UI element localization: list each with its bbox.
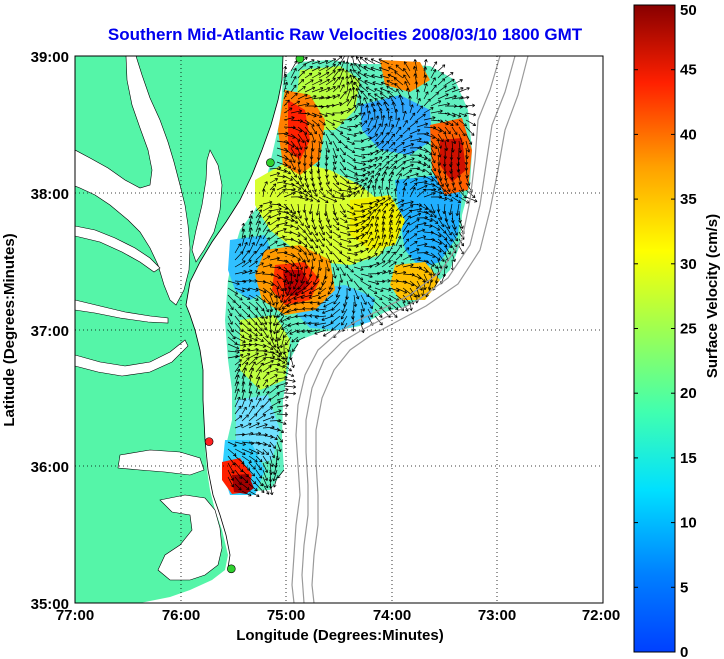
station-marker [204,437,214,446]
albemarle-sound [117,449,205,476]
colorbar-tick-label: 45 [680,62,697,79]
y-axis-ticks: 39:00 38:00 37:00 36:00 35:00 [31,49,69,613]
x-axis-ticks: 77:00 76:00 75:00 74:00 73:00 72:00 [56,607,620,624]
colorbar-tick-label: 25 [680,321,697,338]
colorbar-tick-label: 15 [680,450,697,467]
coastline [185,56,284,441]
colorbar-tick-label: 5 [680,579,688,596]
y-tick-label: 38:00 [31,186,69,203]
x-tick-label: 76:00 [162,607,200,624]
outer-banks [204,439,231,569]
colorbar-tick-label: 0 [680,644,688,659]
colorbar-tick-label: 10 [680,515,697,532]
colorbar-tick-label: 35 [680,191,697,208]
colorbar-scale [633,4,676,653]
colorbar-tick-label: 20 [680,385,697,402]
delmarva-peninsula-water [191,149,223,263]
colorbar-tick-label: 50 [680,2,697,19]
x-tick-label: 77:00 [56,607,94,624]
x-tick-label: 72:00 [582,607,620,624]
pamlico-sound [157,494,223,581]
colorbar-tick-label: 40 [680,126,697,143]
station-marker [226,564,236,574]
colorbar-tick-label: 30 [680,256,697,273]
x-tick-label: 73:00 [478,607,516,624]
y-axis-label: Latitude (Degrees:Minutes) [1,233,18,426]
james-river [75,339,189,377]
y-tick-label: 37:00 [31,323,69,340]
x-tick-label: 74:00 [373,607,411,624]
y-tick-label: 36:00 [31,459,69,476]
y-tick-label: 35:00 [31,596,69,613]
potomac-river [75,225,161,273]
chesapeake-bay [75,56,191,306]
grid [75,56,603,603]
plot-area [75,56,603,603]
x-axis-label: Longitude (Degrees:Minutes) [236,627,444,644]
station-marker [266,158,275,167]
y-tick-label: 39:00 [31,49,69,66]
plot-frame [74,55,604,604]
york-river [75,299,169,324]
colorbar-label: Surface Velocity (cm/s) [704,214,721,378]
map-title: Southern Mid-Atlantic Raw Velocities 200… [108,25,583,44]
x-tick-label: 75:00 [267,607,305,624]
station-marker [295,56,305,64]
stations [204,56,305,574]
